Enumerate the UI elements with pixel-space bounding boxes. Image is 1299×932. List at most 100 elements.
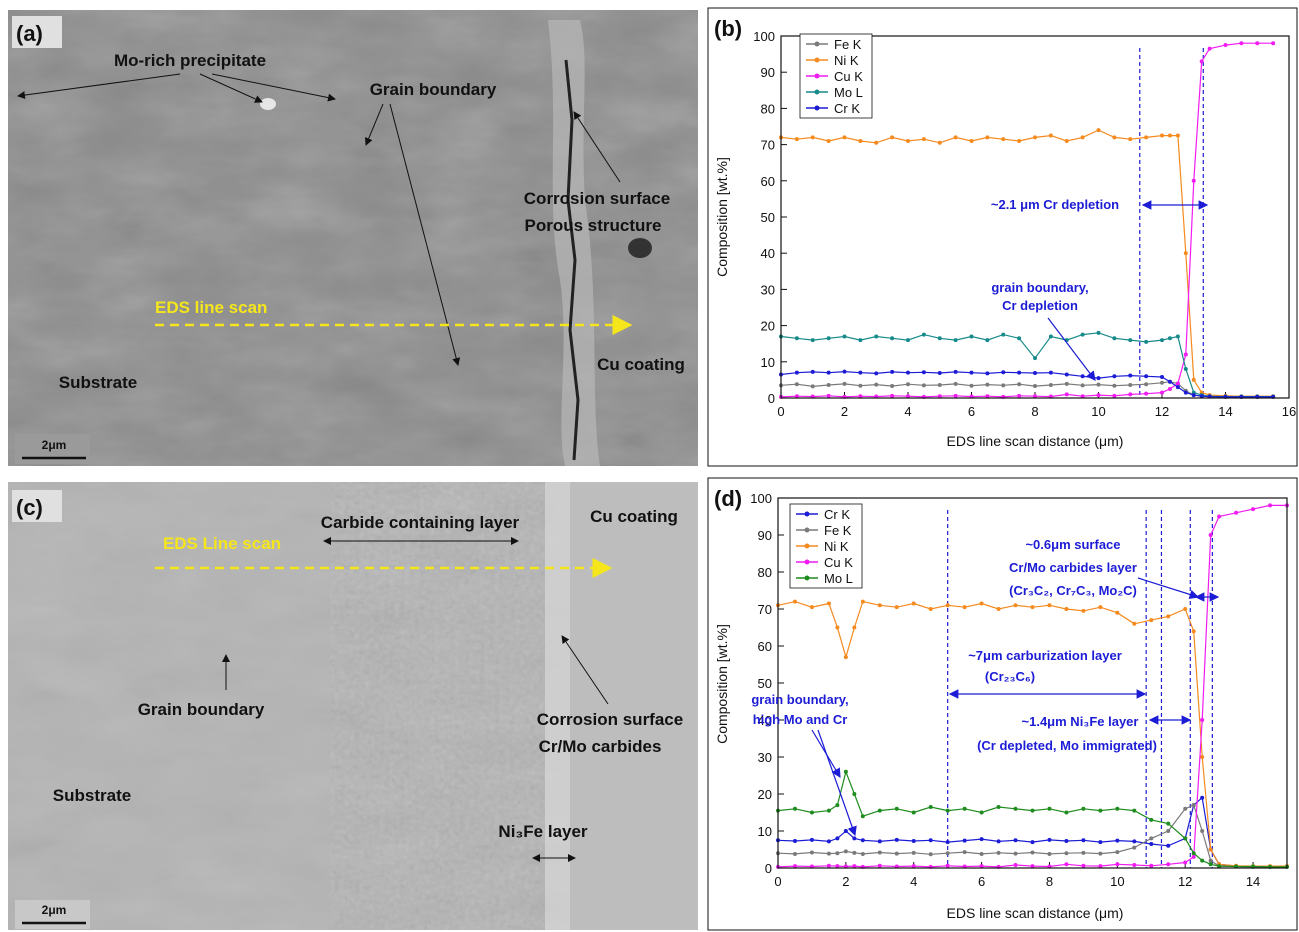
data-point — [1097, 393, 1101, 397]
annotation: Cu coating — [597, 355, 685, 374]
y-tick-label: 20 — [761, 319, 775, 334]
data-point — [985, 338, 989, 342]
micrograph-a: (a) Mo-rich precipitate Grain boundary C… — [8, 10, 698, 466]
y-tick-label: 70 — [761, 138, 775, 153]
data-point — [963, 850, 967, 854]
data-point — [1014, 603, 1018, 607]
data-point — [963, 605, 967, 609]
annotation: Cr depletion — [1002, 298, 1078, 313]
legend-marker — [815, 106, 820, 111]
x-axis-label: EDS line scan distance (μm) — [947, 905, 1124, 921]
data-point — [954, 338, 958, 342]
data-point — [1192, 803, 1196, 807]
annotation: EDS line scan — [155, 298, 267, 317]
data-point — [1144, 135, 1148, 139]
data-point — [912, 851, 916, 855]
data-point — [895, 852, 899, 856]
annotation: ~2.1 μm Cr depletion — [991, 197, 1119, 212]
data-point — [1115, 850, 1119, 854]
data-point — [922, 137, 926, 141]
data-point — [1081, 851, 1085, 855]
x-tick-label: 14 — [1246, 874, 1260, 889]
annotation: ~7μm carburization layer — [968, 648, 1122, 663]
data-point — [1064, 839, 1068, 843]
data-point — [1209, 848, 1213, 852]
data-point — [970, 384, 974, 388]
data-point — [1064, 811, 1068, 815]
data-point — [1160, 381, 1164, 385]
data-point — [1115, 862, 1119, 866]
data-point — [1033, 356, 1037, 360]
data-point — [1239, 41, 1243, 45]
data-point — [1166, 822, 1170, 826]
data-point — [938, 383, 942, 387]
data-point — [980, 852, 984, 856]
data-point — [890, 394, 894, 398]
data-point — [929, 852, 933, 856]
annotation: (Cr₂₃C₆) — [985, 669, 1035, 684]
data-point — [878, 839, 882, 843]
data-point — [1166, 829, 1170, 833]
data-point — [811, 384, 815, 388]
data-point — [997, 839, 1001, 843]
data-point — [1192, 629, 1196, 633]
data-point — [1176, 385, 1180, 389]
x-tick-label: 10 — [1091, 404, 1105, 419]
corrosion-band — [545, 482, 570, 930]
data-point — [1200, 718, 1204, 722]
legend-marker — [805, 528, 810, 533]
data-point — [1255, 41, 1259, 45]
data-point — [1132, 622, 1136, 626]
data-point — [835, 803, 839, 807]
data-point — [874, 334, 878, 338]
data-point — [810, 850, 814, 854]
data-point — [1184, 353, 1188, 357]
y-tick-label: 50 — [761, 210, 775, 225]
data-point — [1132, 839, 1136, 843]
data-point — [1184, 251, 1188, 255]
data-point — [1014, 852, 1018, 856]
data-point — [1149, 618, 1153, 622]
data-point — [946, 840, 950, 844]
data-point — [810, 811, 814, 815]
x-tick-label: 10 — [1110, 874, 1124, 889]
data-point — [997, 607, 1001, 611]
data-point — [835, 836, 839, 840]
x-tick-label: 8 — [1046, 874, 1053, 889]
data-point — [1149, 836, 1153, 840]
data-point — [1192, 851, 1196, 855]
data-point — [835, 626, 839, 630]
data-point — [1144, 392, 1148, 396]
data-point — [1192, 855, 1196, 859]
pore — [628, 238, 652, 258]
y-axis-label: Composition [wt.%] — [714, 157, 730, 277]
data-point — [861, 838, 865, 842]
data-point — [1064, 862, 1068, 866]
annotation: grain boundary, — [751, 692, 848, 707]
x-tick-label: 6 — [968, 404, 975, 419]
scale-bar-label: 2μm — [42, 438, 67, 452]
x-tick-label: 2 — [841, 404, 848, 419]
data-point — [1192, 378, 1196, 382]
data-point — [852, 626, 856, 630]
data-point — [1144, 382, 1148, 386]
data-point — [1224, 43, 1228, 47]
data-point — [906, 382, 910, 386]
y-tick-label: 60 — [758, 639, 772, 654]
data-point — [1049, 383, 1053, 387]
y-tick-label: 30 — [761, 282, 775, 297]
data-point — [1049, 371, 1053, 375]
annotation: Substrate — [53, 786, 131, 805]
data-point — [1017, 336, 1021, 340]
data-point — [1208, 47, 1212, 51]
data-point — [1115, 839, 1119, 843]
annotation: EDS Line scan — [163, 534, 281, 553]
data-point — [1160, 134, 1164, 138]
micrograph-c: (c) Carbide containing layer Cu coating … — [8, 482, 698, 930]
data-point — [858, 338, 862, 342]
data-point — [1192, 179, 1196, 183]
data-point — [922, 383, 926, 387]
charts: 01020304050607080901000246810121416Fe KN… — [708, 8, 1297, 930]
annotation: Porous structure — [525, 216, 662, 235]
data-point — [811, 135, 815, 139]
